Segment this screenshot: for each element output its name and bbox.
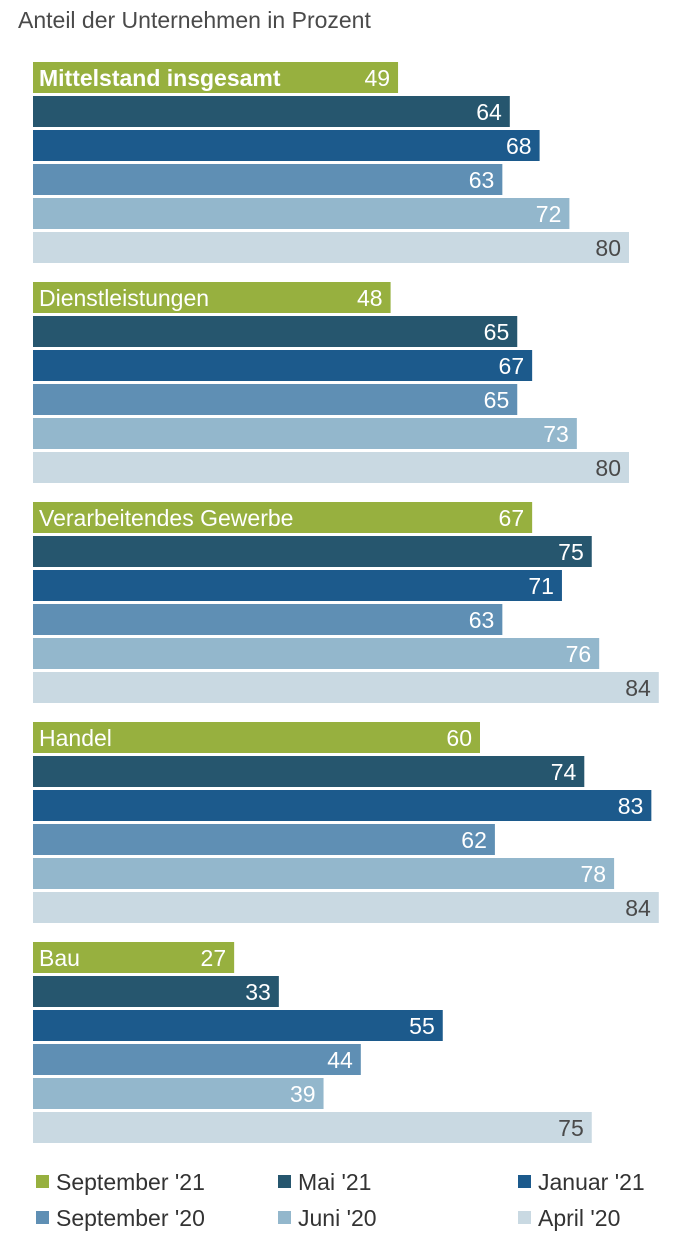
legend-swatch-april-20	[518, 1211, 531, 1224]
bar-bau-mai-21	[33, 976, 279, 1007]
bar-dienstleistungen-september-21	[33, 282, 391, 313]
bar-mittelstand-insgesamt-april-20	[33, 232, 629, 263]
data-label-bau-april-20: 75	[558, 1115, 584, 1141]
bar-handel-september-21	[33, 722, 480, 753]
bar-bau-januar-21	[33, 1010, 443, 1041]
data-label-verarbeitendes-gewerbe-januar-21: 71	[528, 573, 554, 599]
data-label-verarbeitendes-gewerbe-september-20: 63	[469, 607, 495, 633]
bar-mittelstand-insgesamt-mai-21	[33, 96, 510, 127]
category-label-handel: Handel	[39, 725, 112, 751]
bar-verarbeitendes-gewerbe-april-20	[33, 672, 659, 703]
data-label-handel-juni-20: 78	[581, 861, 607, 887]
legend-item-september-21: September '21	[36, 1169, 205, 1195]
data-label-bau-september-21: 27	[201, 945, 227, 971]
legend-swatch-september-20	[36, 1211, 49, 1224]
legend-swatch-september-21	[36, 1175, 49, 1188]
bar-bau-april-20	[33, 1112, 592, 1143]
bar-verarbeitendes-gewerbe-juni-20	[33, 638, 600, 669]
bar-handel-april-20	[33, 892, 659, 923]
legend-swatch-juni-20	[278, 1211, 291, 1224]
bar-handel-januar-21	[33, 790, 652, 821]
bar-bau-september-20	[33, 1044, 361, 1075]
data-label-verarbeitendes-gewerbe-april-20: 84	[625, 675, 651, 701]
bar-group-dienstleistungen: 48 65 67 65 73 80 Dienstleistungen	[33, 282, 629, 483]
bar-dienstleistungen-januar-21	[33, 350, 533, 381]
legend-item-september-20: September '20	[36, 1205, 205, 1231]
bar-bau-september-21	[33, 942, 235, 973]
data-label-handel-september-21: 60	[446, 725, 472, 751]
bar-mittelstand-insgesamt-juni-20	[33, 198, 570, 229]
legend-item-januar-21: Januar '21	[518, 1169, 645, 1195]
legend-label-september-21: September '21	[56, 1169, 205, 1195]
bar-verarbeitendes-gewerbe-september-21	[33, 502, 533, 533]
bar-verarbeitendes-gewerbe-januar-21	[33, 570, 562, 601]
legend-label-september-20: September '20	[56, 1205, 205, 1231]
legend-label-april-20: April '20	[538, 1205, 620, 1231]
data-label-dienstleistungen-april-20: 80	[595, 455, 621, 481]
legend-swatch-mai-21	[278, 1175, 291, 1188]
bar-mittelstand-insgesamt-september-20	[33, 164, 503, 195]
data-label-mittelstand-insgesamt-september-21: 49	[364, 65, 390, 91]
legend-swatch-januar-21	[518, 1175, 531, 1188]
category-label-verarbeitendes-gewerbe: Verarbeitendes Gewerbe	[39, 505, 293, 531]
data-label-verarbeitendes-gewerbe-juni-20: 76	[566, 641, 592, 667]
legend-label-januar-21: Januar '21	[538, 1169, 645, 1195]
bar-mittelstand-insgesamt-januar-21	[33, 130, 540, 161]
bar-bau-juni-20	[33, 1078, 324, 1109]
data-label-dienstleistungen-mai-21: 65	[484, 319, 510, 345]
data-label-verarbeitendes-gewerbe-september-21: 67	[499, 505, 525, 531]
bar-group-handel: 60 74 83 62 78 84 Handel	[33, 722, 659, 923]
bar-verarbeitendes-gewerbe-mai-21	[33, 536, 592, 567]
legend: September '21 Mai '21 Januar '21 September …	[36, 1169, 645, 1231]
bar-dienstleistungen-mai-21	[33, 316, 518, 347]
bar-verarbeitendes-gewerbe-september-20	[33, 604, 503, 635]
data-label-mittelstand-insgesamt-januar-21: 68	[506, 133, 532, 159]
legend-item-mai-21: Mai '21	[278, 1169, 371, 1195]
legend-item-juni-20: Juni '20	[278, 1205, 377, 1231]
category-label-dienstleistungen: Dienstleistungen	[39, 285, 209, 311]
data-label-dienstleistungen-september-21: 48	[357, 285, 383, 311]
bar-dienstleistungen-september-20	[33, 384, 518, 415]
data-label-verarbeitendes-gewerbe-mai-21: 75	[558, 539, 584, 565]
bar-dienstleistungen-april-20	[33, 452, 629, 483]
legend-label-mai-21: Mai '21	[298, 1169, 371, 1195]
data-label-mittelstand-insgesamt-september-20: 63	[469, 167, 495, 193]
data-label-handel-september-20: 62	[461, 827, 487, 853]
data-label-bau-september-20: 44	[327, 1047, 353, 1073]
data-label-mittelstand-insgesamt-juni-20: 72	[536, 201, 562, 227]
data-label-handel-mai-21: 74	[551, 759, 577, 785]
data-label-mittelstand-insgesamt-april-20: 80	[595, 235, 621, 261]
data-label-handel-april-20: 84	[625, 895, 651, 921]
data-label-handel-januar-21: 83	[618, 793, 644, 819]
legend-item-april-20: April '20	[518, 1205, 620, 1231]
legend-label-juni-20: Juni '20	[298, 1205, 377, 1231]
data-label-dienstleistungen-januar-21: 67	[499, 353, 525, 379]
data-label-bau-mai-21: 33	[245, 979, 271, 1005]
bar-group-bau: 27 33 55 44 39 75 Bau	[33, 942, 592, 1143]
bar-mittelstand-insgesamt-september-21	[33, 62, 399, 93]
data-label-mittelstand-insgesamt-mai-21: 64	[476, 99, 502, 125]
bar-handel-september-20	[33, 824, 495, 855]
bar-dienstleistungen-juni-20	[33, 418, 577, 449]
data-label-bau-januar-21: 55	[409, 1013, 435, 1039]
category-label-bau: Bau	[39, 945, 80, 971]
data-label-dienstleistungen-juni-20: 73	[543, 421, 569, 447]
data-label-dienstleistungen-september-20: 65	[484, 387, 510, 413]
bar-handel-juni-20	[33, 858, 615, 889]
bar-handel-mai-21	[33, 756, 585, 787]
category-label-mittelstand-insgesamt: Mittelstand insgesamt	[39, 65, 281, 91]
data-label-bau-juni-20: 39	[290, 1081, 316, 1107]
chart-subtitle: Anteil der Unternehmen in Prozent	[18, 7, 371, 33]
